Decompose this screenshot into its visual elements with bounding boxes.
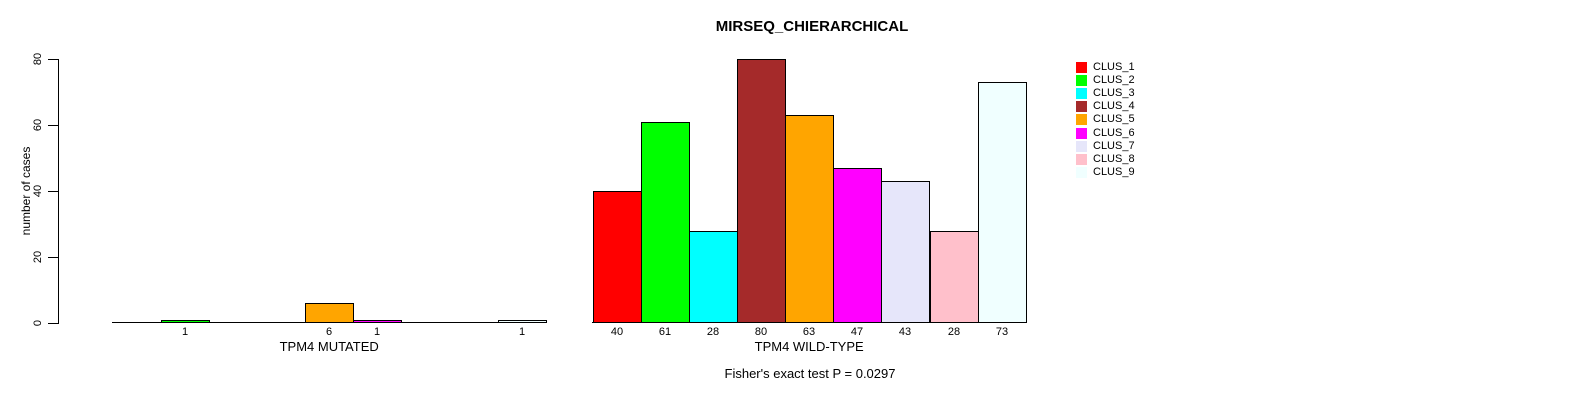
y-tick-label: 60 bbox=[32, 119, 44, 132]
legend-item-clus_2: CLUS_2 bbox=[1076, 74, 1135, 87]
legend-label: CLUS_5 bbox=[1093, 113, 1135, 126]
bar-value-label: 1 bbox=[181, 326, 189, 338]
legend-item-clus_3: CLUS_3 bbox=[1076, 87, 1135, 100]
bar-CLUS_5 bbox=[785, 115, 834, 323]
bar-value-label: 47 bbox=[850, 326, 864, 338]
bar-CLUS_9 bbox=[498, 320, 547, 323]
bar-CLUS_1 bbox=[593, 191, 642, 323]
y-tick-label: 80 bbox=[32, 53, 44, 66]
legend-item-clus_4: CLUS_4 bbox=[1076, 100, 1135, 113]
bar-value-label: 73 bbox=[995, 326, 1009, 338]
legend: CLUS_1 CLUS_2 CLUS_3 CLUS_4 CLUS_5 CLUS_6 CLUS… bbox=[1076, 61, 1135, 179]
bar-CLUS_4 bbox=[737, 59, 786, 323]
legend-label: CLUS_1 bbox=[1093, 61, 1135, 74]
y-tick-label: 40 bbox=[32, 185, 44, 198]
y-axis-line bbox=[58, 59, 59, 324]
bar-value-label: 1 bbox=[518, 326, 526, 338]
fisher-test-note: Fisher's exact test P = 0.0297 bbox=[724, 366, 896, 381]
legend-swatch-icon bbox=[1076, 88, 1087, 100]
legend-swatch-icon bbox=[1076, 62, 1087, 74]
legend-swatch-icon bbox=[1076, 114, 1087, 126]
bar-CLUS_2 bbox=[641, 122, 690, 323]
y-tick-mark bbox=[48, 322, 58, 324]
legend-label: CLUS_6 bbox=[1093, 126, 1135, 139]
bar-CLUS_8 bbox=[930, 231, 979, 323]
legend-label: CLUS_8 bbox=[1093, 152, 1135, 165]
bar-value-label: 80 bbox=[754, 326, 768, 338]
y-tick-label: 0 bbox=[32, 319, 44, 327]
bar-value-label: 63 bbox=[802, 326, 816, 338]
legend-swatch-icon bbox=[1076, 140, 1087, 152]
bar-CLUS_3 bbox=[689, 231, 738, 323]
bar-CLUS_2 bbox=[161, 320, 210, 323]
legend-item-clus_8: CLUS_8 bbox=[1076, 153, 1135, 166]
legend-swatch-icon bbox=[1076, 153, 1087, 165]
y-tick-label: 20 bbox=[32, 250, 44, 264]
y-tick-mark bbox=[48, 256, 58, 258]
bar-CLUS_6 bbox=[833, 168, 882, 323]
x-group-label: TPM4 WILD-TYPE bbox=[754, 339, 864, 354]
y-tick-mark bbox=[48, 124, 58, 126]
bar-value-label: 40 bbox=[610, 326, 624, 338]
chart-title: MIRSEQ_CHIERARCHICAL bbox=[715, 18, 909, 35]
legend-item-clus_7: CLUS_7 bbox=[1076, 140, 1135, 153]
legend-item-clus_5: CLUS_5 bbox=[1076, 113, 1135, 126]
bar-CLUS_5 bbox=[305, 303, 354, 323]
legend-swatch-icon bbox=[1076, 127, 1087, 139]
bar-CLUS_7 bbox=[881, 181, 930, 323]
bar-value-label: 61 bbox=[658, 326, 672, 338]
legend-label: CLUS_2 bbox=[1093, 74, 1135, 87]
bar-value-label: 6 bbox=[325, 326, 333, 338]
bar-value-label: 28 bbox=[947, 326, 961, 338]
bar-value-label: 28 bbox=[706, 326, 720, 338]
x-group-label: TPM4 MUTATED bbox=[279, 339, 379, 354]
legend-item-clus_6: CLUS_6 bbox=[1076, 126, 1135, 139]
legend-swatch-icon bbox=[1076, 101, 1087, 113]
bar-value-label: 1 bbox=[373, 326, 381, 338]
bar-value-label: 43 bbox=[898, 326, 912, 338]
bar-CLUS_6 bbox=[353, 320, 402, 323]
legend-swatch-icon bbox=[1076, 75, 1087, 87]
y-tick-mark bbox=[48, 58, 58, 60]
legend-item-clus_1: CLUS_1 bbox=[1076, 61, 1135, 74]
legend-label: CLUS_9 bbox=[1093, 165, 1135, 178]
bar-CLUS_9 bbox=[978, 82, 1027, 323]
legend-swatch-icon bbox=[1076, 166, 1087, 178]
legend-item-clus_9: CLUS_9 bbox=[1076, 166, 1135, 179]
legend-label: CLUS_3 bbox=[1093, 87, 1135, 100]
legend-label: CLUS_7 bbox=[1093, 139, 1135, 152]
legend-label: CLUS_4 bbox=[1093, 100, 1135, 113]
y-tick-mark bbox=[48, 190, 58, 192]
